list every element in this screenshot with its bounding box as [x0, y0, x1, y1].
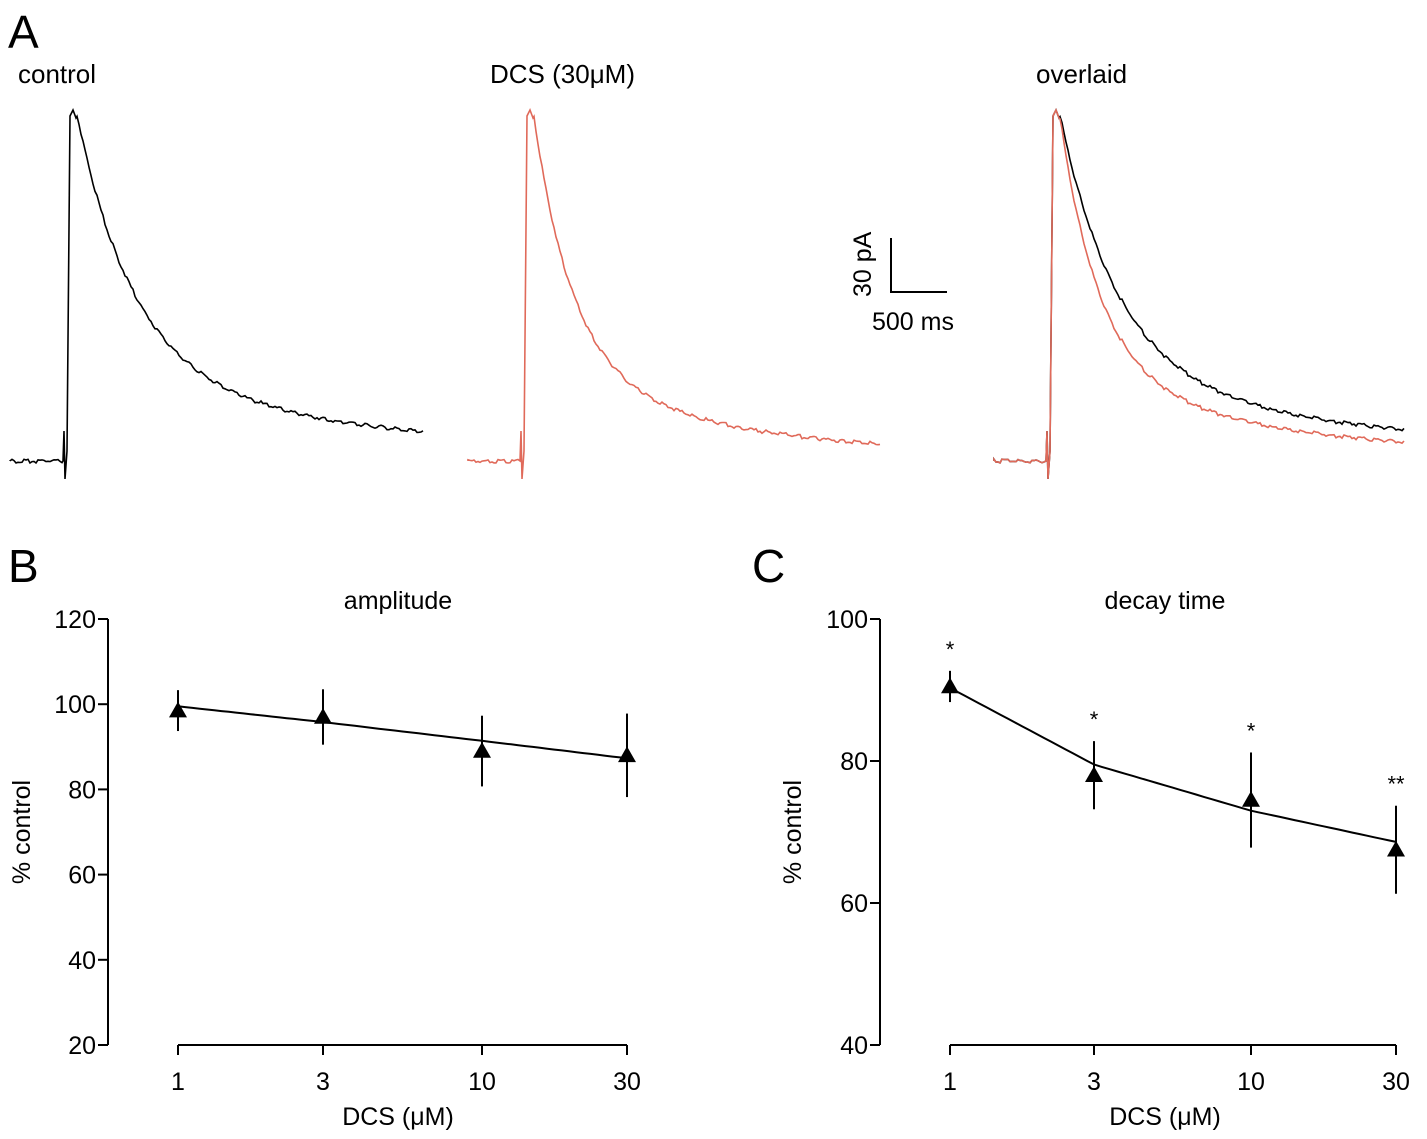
y-tick-label: 40	[840, 1032, 868, 1060]
panel-c-letter: C	[752, 540, 785, 592]
y-tick-label: 60	[68, 862, 96, 890]
decay-x-axis-title: DCS (μM)	[1109, 1103, 1221, 1131]
x-tick-label: 3	[316, 1068, 330, 1096]
panel-a-letter: A	[8, 6, 39, 58]
y-tick-label: 60	[840, 890, 868, 918]
y-tick-label: 20	[68, 1032, 96, 1060]
x-tick-label: 10	[468, 1068, 496, 1096]
y-tick-label: 40	[68, 947, 96, 975]
data-point-marker	[618, 746, 636, 763]
y-tick-label: 120	[54, 606, 96, 634]
control-trace	[9, 108, 424, 480]
current-traces	[9, 108, 1405, 480]
data-point-marker	[941, 677, 959, 694]
overlaid-trace-title: overlaid	[1036, 59, 1127, 89]
panel-b-letter: B	[8, 540, 39, 592]
data-point-marker	[169, 701, 187, 718]
amplitude-y-axis-title: % control	[8, 780, 36, 884]
significance-marker: *	[1090, 707, 1099, 732]
amplitude-plot: 20 40 60 80 100 120 1 3 10 30	[54, 606, 641, 1096]
data-point-marker	[1387, 840, 1405, 857]
x-tick-label: 3	[1087, 1068, 1101, 1096]
x-tick-label: 30	[613, 1068, 641, 1096]
significance-marker: **	[1387, 772, 1405, 797]
scale-bar: 30 pA 500 ms	[849, 231, 954, 336]
scale-bar-amplitude-label: 30 pA	[849, 231, 877, 297]
x-tick-label: 30	[1382, 1068, 1410, 1096]
y-tick-label: 100	[826, 606, 868, 634]
fit-line	[949, 687, 1397, 843]
dcs-trace	[467, 108, 881, 480]
amplitude-plot-title: amplitude	[344, 587, 452, 615]
overlaid-control-trace	[993, 108, 1405, 480]
y-tick-label: 80	[840, 748, 868, 776]
significance-marker: *	[946, 637, 955, 662]
amplitude-x-axis-title: DCS (μM)	[342, 1103, 454, 1131]
dcs-trace-title: DCS (30μM)	[490, 59, 635, 89]
scale-bar-time-label: 500 ms	[872, 308, 954, 336]
data-point-marker	[1242, 791, 1260, 807]
fit-line	[177, 705, 628, 760]
data-point-marker	[314, 707, 332, 724]
x-tick-label: 1	[171, 1068, 185, 1096]
control-trace-title: control	[18, 59, 96, 89]
x-tick-label: 1	[943, 1068, 957, 1096]
significance-marker: *	[1247, 718, 1256, 743]
y-tick-label: 100	[54, 691, 96, 719]
decay-plot-title: decay time	[1105, 587, 1226, 615]
y-tick-label: 80	[68, 776, 96, 804]
overlaid-dcs-trace	[993, 108, 1405, 480]
x-tick-label: 10	[1237, 1068, 1265, 1096]
data-point-marker	[473, 742, 491, 758]
data-point-marker	[1085, 766, 1103, 782]
decay-y-axis-title: % control	[779, 780, 807, 884]
